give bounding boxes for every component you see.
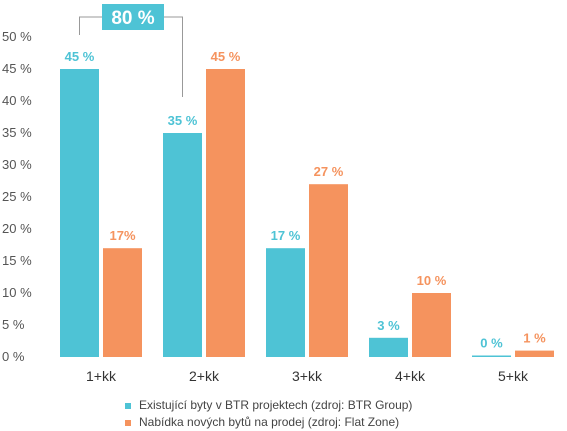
bar-existing-5+kk	[472, 355, 511, 357]
y-tick-label: 15 %	[2, 253, 32, 268]
y-tick-label: 5 %	[2, 317, 25, 332]
legend-label: Existující byty v BTR projektech (zdroj:…	[139, 398, 412, 412]
data-label: 0 %	[480, 336, 503, 351]
bar-new-5+kk	[515, 350, 554, 357]
data-label: 27 %	[314, 164, 344, 179]
y-tick-label: 50 %	[2, 29, 32, 44]
data-label: 17 %	[271, 228, 301, 243]
y-tick-label: 20 %	[2, 221, 32, 236]
data-label: 10 %	[417, 273, 447, 288]
y-tick-label: 35 %	[2, 125, 32, 140]
data-label: 45 %	[65, 49, 95, 64]
legend-label: Nabídka nových bytů na prodej (zdroj: Fl…	[139, 415, 399, 429]
data-label: 45 %	[211, 49, 241, 64]
bar-existing-2+kk	[163, 133, 202, 357]
callout-label: 80 %	[111, 8, 154, 29]
bar-new-2+kk	[206, 69, 245, 357]
x-tick-label: 5+kk	[498, 368, 529, 384]
x-tick-label: 2+kk	[189, 368, 220, 384]
callout-box	[102, 4, 164, 30]
bar-existing-1+kk	[60, 69, 99, 357]
bar-new-3+kk	[309, 184, 348, 357]
y-tick-label: 40 %	[2, 93, 32, 108]
data-label: 35 %	[168, 113, 198, 128]
bar-new-1+kk	[103, 248, 142, 357]
y-tick-label: 0 %	[2, 349, 25, 364]
bar-existing-3+kk	[266, 248, 305, 357]
y-axis: 0 % 5 % 10 % 15 % 20 % 25 % 30 % 35 % 40 % 45 % 50…	[2, 29, 32, 364]
callout-annotation: 80 %	[79, 4, 183, 97]
data-label: 1 %	[523, 331, 546, 346]
y-tick-label: 10 %	[2, 285, 32, 300]
legend: Existující byty v BTR projektech (zdroj:…	[125, 398, 412, 429]
y-tick-label: 25 %	[2, 189, 32, 204]
y-tick-label: 30 %	[2, 157, 32, 172]
legend-swatch	[125, 403, 131, 409]
bars	[60, 69, 554, 357]
bar-new-4+kk	[412, 293, 451, 357]
x-tick-label: 3+kk	[292, 368, 323, 384]
x-tick-label: 1+kk	[86, 368, 117, 384]
y-tick-label: 45 %	[2, 61, 32, 76]
x-tick-label: 4+kk	[395, 368, 426, 384]
x-axis: 1+kk 2+kk 3+kk 4+kk 5+kk	[86, 368, 529, 384]
data-labels: 45 % 17% 35 % 45 % 17 % 27 % 3 % 10 % 0 % 1 %	[65, 49, 546, 351]
data-label: 17%	[109, 228, 135, 243]
legend-swatch	[125, 420, 131, 426]
bar-existing-4+kk	[369, 337, 408, 357]
data-label: 3 %	[377, 318, 400, 333]
